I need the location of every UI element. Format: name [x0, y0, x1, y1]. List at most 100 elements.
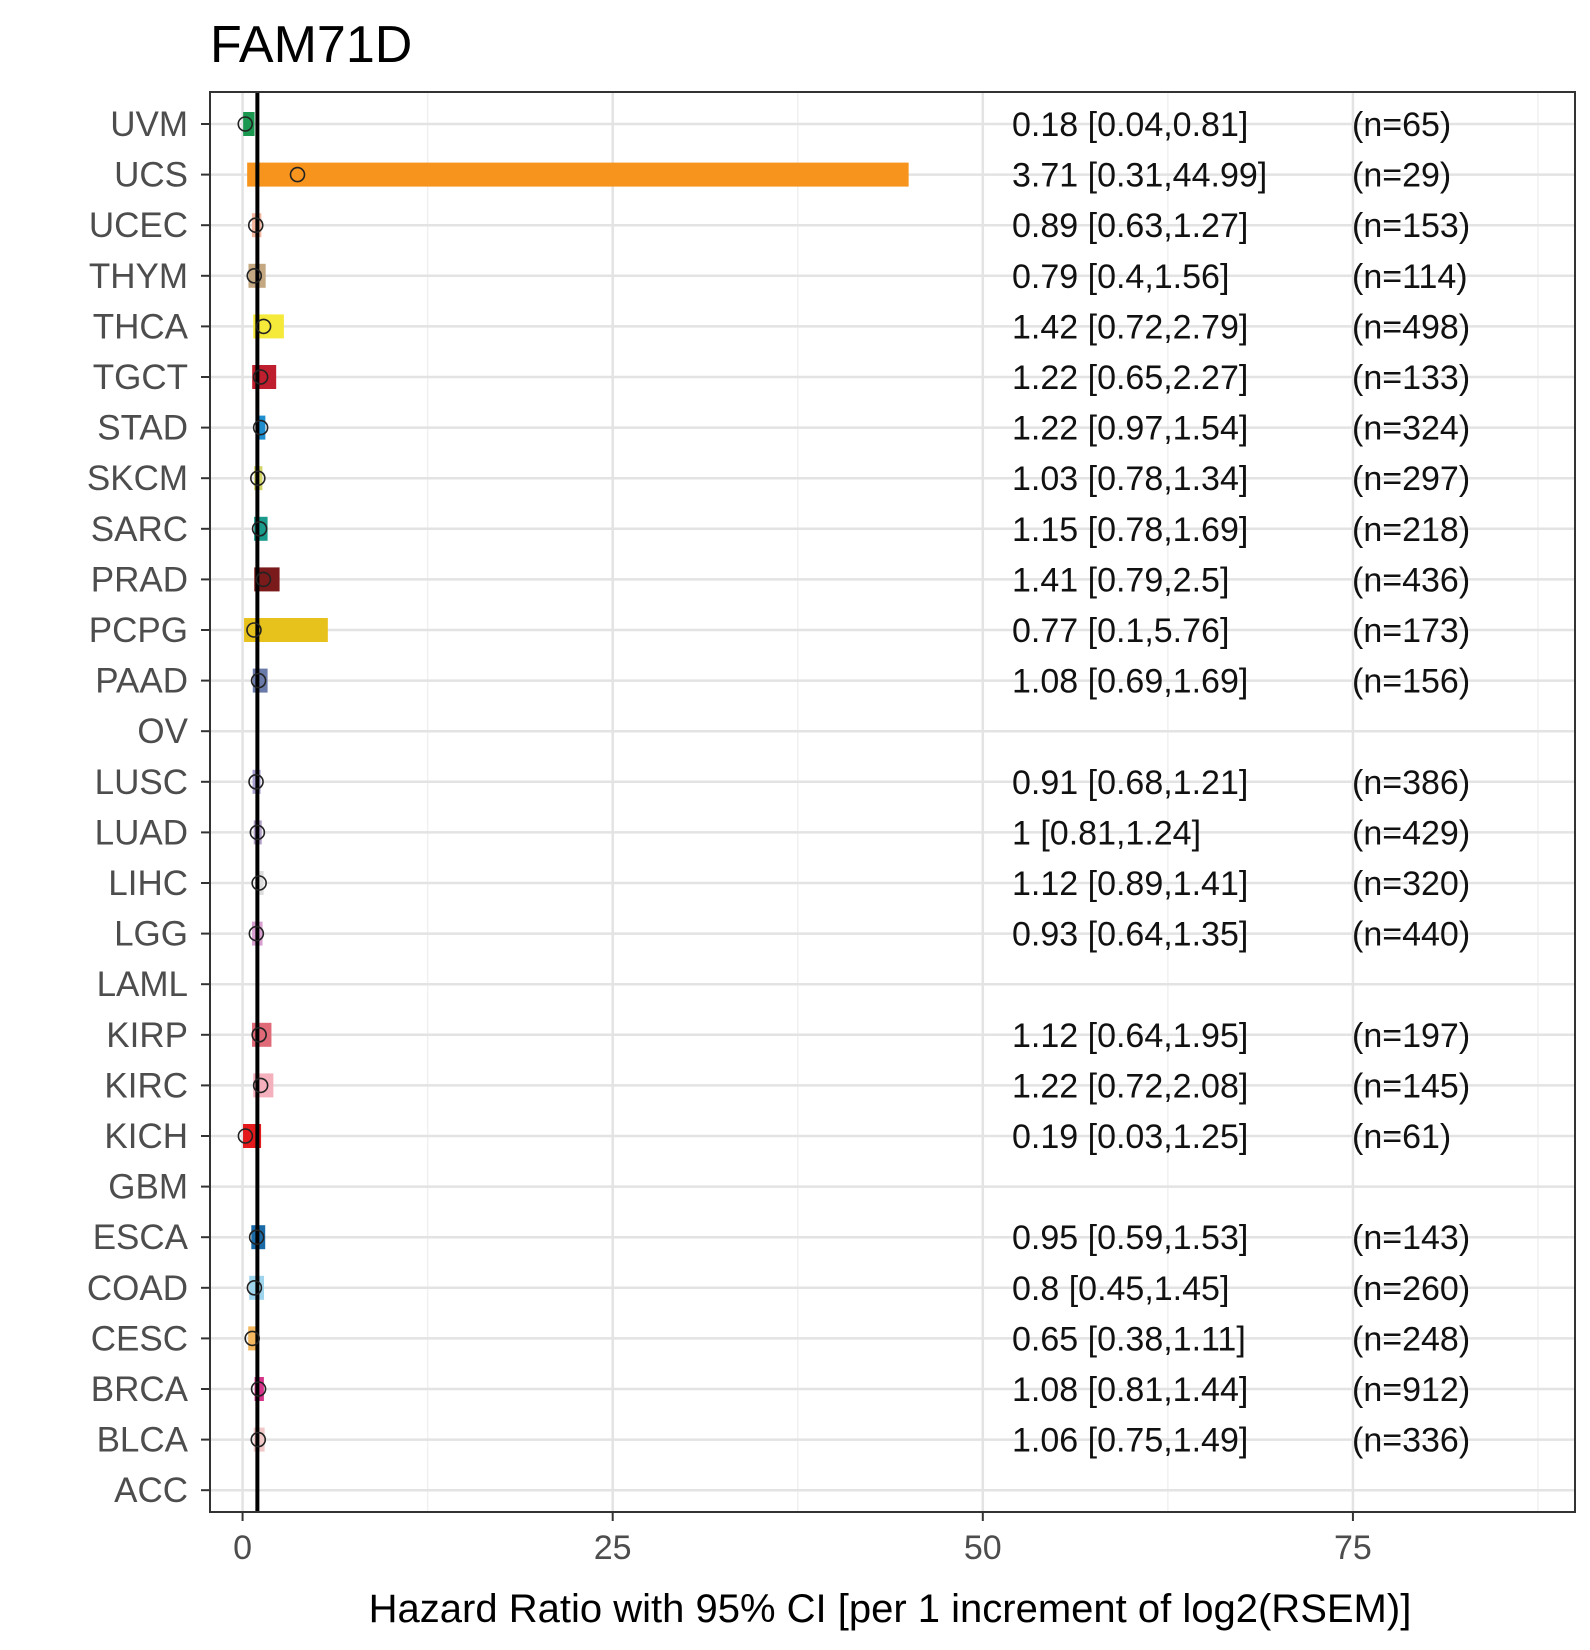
- y-tick-label: BLCA: [97, 1421, 189, 1460]
- y-tick-label: UVM: [110, 105, 188, 144]
- hr-point-thca: [255, 318, 272, 335]
- hr-ci-label: 0.65 [0.38,1.11]: [1012, 1320, 1246, 1358]
- hr-point-sarc: [251, 520, 268, 537]
- sample-size-label: (n=336): [1352, 1422, 1470, 1460]
- y-tick-label: LUAD: [95, 813, 188, 852]
- hr-point-ucec: [247, 217, 264, 233]
- hr-point-kirc: [252, 1077, 269, 1094]
- hr-ci-label: 1.08 [0.81,1.44]: [1012, 1371, 1248, 1409]
- sample-size-label: (n=156): [1352, 663, 1470, 701]
- x-axis-label: Hazard Ratio with 95% CI [per 1 incremen…: [369, 1587, 1412, 1631]
- sample-size-label: (n=912): [1352, 1371, 1470, 1409]
- hr-point-luad: [249, 824, 266, 841]
- hr-point-paad: [250, 672, 267, 689]
- sample-size-label: (n=260): [1352, 1270, 1470, 1308]
- hr-point-coad: [246, 1280, 263, 1296]
- y-tick-label: GBM: [108, 1168, 188, 1207]
- sample-size-label: (n=440): [1352, 916, 1470, 954]
- sample-size-label: (n=114): [1352, 258, 1468, 296]
- y-tick-label: ACC: [114, 1471, 188, 1510]
- y-tick-label: LIHC: [108, 864, 188, 903]
- hr-ci-label: 0.93 [0.64,1.35]: [1012, 916, 1248, 954]
- hr-point-tgct: [252, 369, 269, 385]
- x-axis: 0 25 50 75: [233, 1512, 1372, 1567]
- hr-point-pcpg: [246, 622, 262, 638]
- x-tick-label: 75: [1334, 1529, 1372, 1567]
- sample-size-label: (n=324): [1352, 410, 1470, 448]
- hr-ci-label: 1.03 [0.78,1.34]: [1012, 460, 1248, 498]
- y-tick-label: TGCT: [93, 358, 188, 397]
- hr-ci-label: 1.08 [0.69,1.69]: [1012, 663, 1248, 701]
- y-tick-label: THCA: [93, 307, 189, 346]
- hr-ci-label: 1.06 [0.75,1.49]: [1012, 1422, 1248, 1460]
- hr-point-ucs: [289, 166, 306, 183]
- ci-bar-stad: [256, 415, 266, 440]
- sample-size-label: (n=61): [1352, 1118, 1451, 1156]
- y-tick-label: KIRC: [104, 1066, 188, 1105]
- hr-point-skcm: [250, 470, 266, 487]
- hr-ci-label: 0.91 [0.68,1.21]: [1012, 764, 1248, 802]
- x-tick-label: 0: [233, 1529, 252, 1567]
- hr-point-esca: [248, 1229, 265, 1245]
- ci-bar-ucs: [247, 162, 909, 187]
- y-tick-label: ESCA: [93, 1218, 189, 1257]
- y-tick-label: LUSC: [95, 763, 188, 802]
- hr-point-lgg: [248, 925, 265, 942]
- hr-ci-label: 0.89 [0.63,1.27]: [1012, 207, 1248, 245]
- ci-bar-lihc: [255, 871, 264, 895]
- hr-ci-label: 1.15 [0.78,1.69]: [1012, 511, 1248, 549]
- sample-size-label: (n=197): [1352, 1017, 1470, 1055]
- hr-ci-label: 1.12 [0.89,1.41]: [1012, 865, 1248, 903]
- y-tick-label: UCEC: [89, 206, 188, 245]
- hr-point-lihc: [251, 875, 267, 891]
- y-axis: UVM UCS UCEC THYM THCA TGCT STAD SKCM SARC PRAD PC…: [87, 105, 210, 1510]
- y-tick-label: PCPG: [89, 611, 188, 650]
- y-tick-label: SARC: [91, 510, 188, 549]
- y-tick-label: OV: [137, 712, 188, 751]
- hr-ci-label: 1.22 [0.97,1.54]: [1012, 410, 1248, 448]
- sample-size-label: (n=429): [1352, 814, 1470, 852]
- hr-point-lusc: [248, 773, 264, 790]
- sample-size-label: (n=320): [1352, 865, 1470, 903]
- hr-ci-label: 0.79 [0.4,1.56]: [1012, 258, 1229, 296]
- hr-ci-label: 0.95 [0.59,1.53]: [1012, 1219, 1248, 1257]
- sample-size-label: (n=143): [1352, 1219, 1470, 1257]
- y-tick-label: KICH: [104, 1117, 188, 1156]
- x-tick-label: 50: [964, 1529, 1002, 1567]
- hr-ci-label: 0.8 [0.45,1.45]: [1012, 1270, 1229, 1308]
- sample-size-label: (n=145): [1352, 1067, 1470, 1105]
- y-tick-label: STAD: [97, 409, 188, 448]
- sample-size-label: (n=436): [1352, 561, 1470, 599]
- hr-point-uvm: [237, 116, 254, 132]
- hr-points: [237, 116, 306, 1448]
- hr-ci-label: 1.42 [0.72,2.79]: [1012, 308, 1248, 346]
- hr-point-cesc: [244, 1330, 260, 1347]
- hr-ci-label: 1.12 [0.64,1.95]: [1012, 1017, 1248, 1055]
- hr-ci-label: 1 [0.81,1.24]: [1012, 814, 1201, 852]
- hr-point-blca: [250, 1431, 267, 1448]
- hr-point-stad: [252, 419, 269, 436]
- sample-size-label: (n=248): [1352, 1320, 1470, 1358]
- hr-point-brca: [250, 1381, 267, 1397]
- hr-point-prad: [255, 571, 272, 588]
- hr-ci-label: 3.71 [0.31,44.99]: [1012, 157, 1267, 195]
- sample-size-label: (n=173): [1352, 612, 1470, 650]
- x-tick-label: 25: [594, 1529, 632, 1567]
- y-tick-label: THYM: [89, 257, 188, 296]
- y-tick-label: PRAD: [91, 560, 188, 599]
- hr-ci-label: 1.22 [0.72,2.08]: [1012, 1067, 1248, 1105]
- y-tick-label: CESC: [91, 1319, 188, 1358]
- y-tick-label: LGG: [114, 915, 188, 954]
- panel-border: [209, 91, 1576, 1513]
- y-tick-label: COAD: [87, 1269, 188, 1308]
- y-tick-label: PAAD: [95, 662, 188, 701]
- ci-bar-kirp: [252, 1022, 272, 1047]
- hr-ci-label: 1.41 [0.79,2.5]: [1012, 561, 1229, 599]
- hr-ci-label: 1.22 [0.65,2.27]: [1012, 359, 1248, 397]
- hr-ci-label: 0.77 [0.1,5.76]: [1012, 612, 1229, 650]
- sample-size-label: (n=297): [1352, 460, 1470, 498]
- y-tick-label: KIRP: [106, 1016, 188, 1055]
- hr-ci-label: 0.18 [0.04,0.81]: [1012, 106, 1248, 144]
- y-tick-label: UCS: [114, 156, 188, 195]
